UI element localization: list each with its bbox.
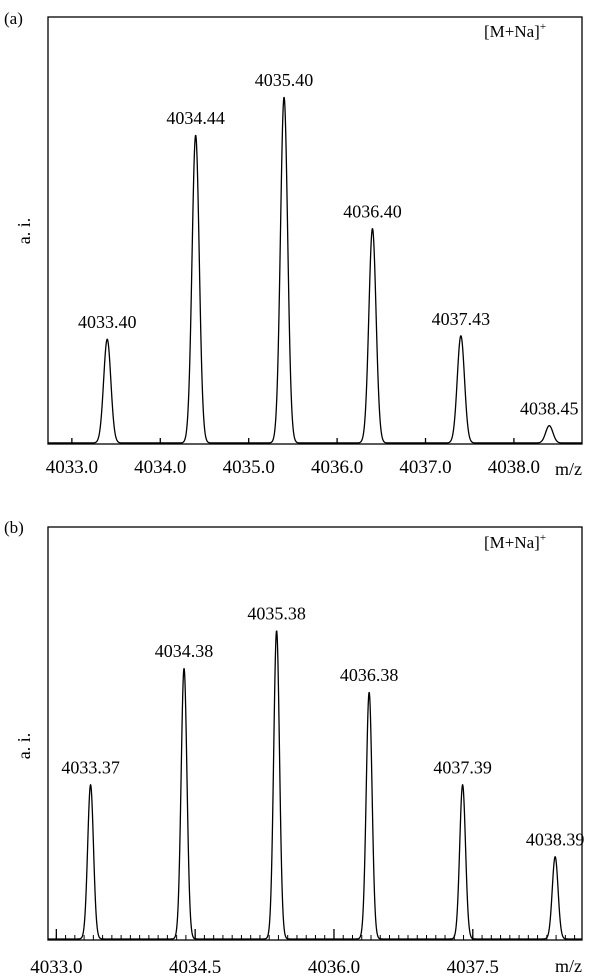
- peak-label: 4035.40: [255, 70, 314, 90]
- x-tick-label: 4035.0: [223, 457, 275, 478]
- x-axis-unit: m/z: [555, 459, 582, 479]
- panel-letter: (a): [4, 9, 23, 28]
- panel-a: (a) a. i. [M+Na]+ 4033.0 4034.0 4035.0 4036.0 4…: [4, 9, 583, 479]
- peak-label: 4037.43: [432, 309, 491, 329]
- x-tick-label: 4034.5: [169, 957, 221, 978]
- x-tick-label: 4033.0: [30, 957, 82, 978]
- x-tick-label: 4036.0: [308, 957, 360, 978]
- panel-letter: (b): [4, 518, 24, 537]
- peak-label: 4038.39: [526, 830, 585, 850]
- x-tick-label: 4037.5: [447, 957, 499, 978]
- peak-label: 4033.40: [78, 312, 137, 332]
- peak-label: 4035.38: [247, 603, 306, 623]
- peak-label: 4034.38: [155, 641, 214, 661]
- peak-label: 4036.38: [340, 665, 399, 685]
- x-tick-label: 4036.0: [311, 457, 363, 478]
- panel-b: (b) a. i. [M+Na]+ 4033.0 4034.5 4036.0 4037.5 m…: [4, 518, 584, 978]
- x-tick-label: 4037.0: [399, 457, 451, 478]
- x-axis-unit: m/z: [555, 956, 582, 976]
- x-tick-label: 4033.0: [46, 457, 98, 478]
- ion-label: [M+Na]+: [484, 532, 546, 552]
- x-tick-label: 4034.0: [134, 457, 186, 478]
- peak-label: 4038.45: [520, 399, 579, 419]
- peak-label: 4033.37: [61, 758, 120, 778]
- plot-frame: [47, 16, 583, 445]
- peak-label: 4036.40: [343, 202, 402, 222]
- peak-label: 4034.44: [166, 108, 225, 128]
- plot-frame: [47, 526, 583, 941]
- y-axis-label: a. i.: [14, 733, 34, 760]
- spectrum-trace: [47, 630, 583, 940]
- x-tick-label: 4038.0: [488, 457, 540, 478]
- y-axis-label: a. i.: [14, 218, 34, 245]
- spectrum-trace: [47, 96, 583, 444]
- ion-label: [M+Na]+: [484, 21, 546, 41]
- peak-label: 4037.39: [433, 758, 492, 778]
